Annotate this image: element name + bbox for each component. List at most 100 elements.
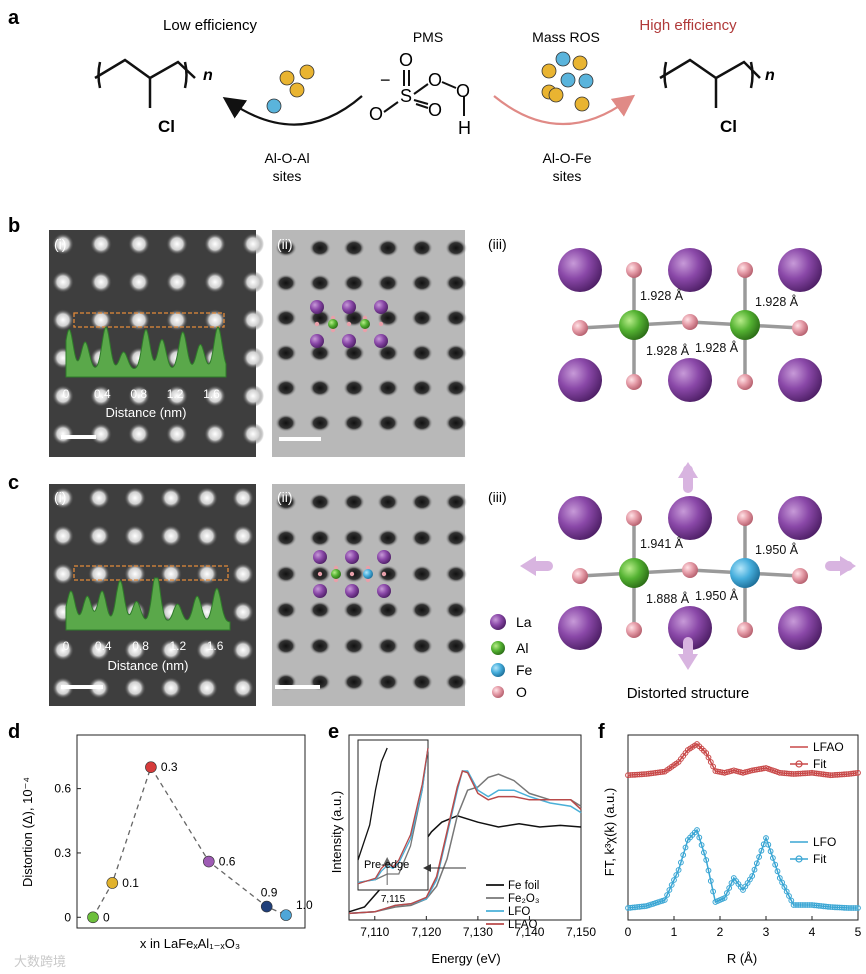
c-sub-i: (i) [54, 489, 66, 505]
ytick-label: 0.6 [54, 782, 71, 796]
fit-point [710, 763, 716, 770]
atom-column [52, 309, 74, 331]
pms-o-left: O [369, 104, 383, 124]
arrow-right [493, 94, 636, 126]
f-ylabel: FT, k³χ(k) (a.u.) [602, 788, 617, 876]
legend-la: La [516, 614, 532, 630]
dark-column [275, 379, 297, 397]
dark-column [445, 529, 467, 547]
dark-column [377, 414, 399, 432]
preedge-label: Pre-edge [364, 859, 409, 871]
atom-column [166, 423, 188, 445]
la-atom [668, 358, 712, 402]
fit-point [728, 880, 735, 886]
high-efficiency-title: High efficiency [639, 17, 737, 34]
pvc-structure-right [659, 58, 761, 108]
pvc-structure-left [94, 58, 196, 108]
atom-column [196, 487, 218, 509]
atom-column [52, 423, 74, 445]
plot-frame-d [76, 734, 306, 929]
panel-b: b (i) (ii) (iii) 0 0.4 0.8 1.2 1.6 Distance (… [8, 215, 822, 457]
dark-column [377, 637, 399, 655]
right-site-line1: Al-O-Fe [543, 150, 592, 166]
fit-point [680, 852, 687, 858]
atom-column [52, 639, 74, 661]
atom-column [52, 271, 74, 293]
fit-point [786, 893, 792, 899]
b-site-atom [331, 569, 341, 579]
atom-column [232, 639, 254, 661]
xtick-label: 3 [763, 925, 770, 939]
atom-column [128, 423, 150, 445]
fit-point [852, 770, 859, 776]
legend-label: LFO [813, 835, 836, 849]
o-atom [626, 622, 642, 638]
legend-f: LFAO Fit LFO Fit [790, 740, 844, 866]
bond-length-label: 1.928 Å [640, 288, 684, 303]
panel-e: e 7,110 7,120 7,130 7,140 7,150 7,115 Pre-ed… [328, 721, 596, 966]
xtick-label: 7,140 [514, 925, 544, 939]
e-xlabel: Energy (eV) [431, 951, 500, 966]
fit-point [705, 867, 712, 874]
fit-point [783, 888, 790, 895]
xtick-label: 5 [855, 925, 862, 939]
dark-column [411, 309, 433, 327]
atom-column [204, 233, 226, 255]
dark-column [309, 379, 331, 397]
la-atom [778, 496, 822, 540]
atom-column [52, 563, 74, 585]
fit-point [701, 849, 707, 856]
fit-point [705, 754, 712, 761]
atom-column [196, 525, 218, 547]
profile-tick: 0 [63, 387, 70, 401]
atom-column [166, 309, 188, 331]
dark-column [343, 529, 365, 547]
left-site-line2: sites [273, 168, 302, 184]
o-atom [737, 262, 753, 278]
atom-column [242, 347, 264, 369]
fit-point [682, 844, 689, 851]
data-point [106, 877, 119, 889]
legend-label: Fe foil [508, 880, 539, 892]
dark-column [445, 309, 467, 327]
dark-column [309, 529, 331, 547]
o-atom [330, 315, 336, 321]
fit-point [703, 750, 710, 756]
dark-column [377, 493, 399, 511]
fit-point [666, 887, 673, 893]
o-atom [365, 577, 371, 583]
distortion-arrowhead [840, 556, 856, 576]
pms-o-mid: O [428, 70, 442, 90]
data-point [145, 761, 157, 773]
legend-o: O [516, 684, 527, 700]
o-atom [314, 321, 320, 327]
dark-column [309, 274, 331, 292]
xtick-label: 7,110 [360, 925, 389, 939]
panel-c-letter: c [8, 472, 19, 494]
left-site-line1: Al-O-Al [264, 150, 309, 166]
fit-point [724, 890, 730, 896]
legend-marker [795, 855, 803, 863]
la-atom [374, 334, 388, 348]
atom-legend: La Al Fe O [490, 614, 533, 700]
o-atom [682, 562, 698, 578]
xtick-label: 2 [717, 925, 724, 939]
dark-column [445, 344, 467, 362]
panel-f: f 0 1 2 3 4 5 FT, k³χ(k) (a.u.) R (Å) LFAO Fit… [598, 721, 862, 966]
atom-column [232, 525, 254, 547]
dark-column [275, 565, 297, 583]
profile-tick: 1.6 [207, 639, 224, 653]
atom-column [160, 487, 182, 509]
o-atom [330, 327, 336, 333]
fit-point [774, 868, 781, 875]
fit-point [751, 866, 758, 873]
chart-d: 0 0.3 0.6 0 0.1 0.3 0.6 0.9 1.0 [54, 760, 313, 924]
la-atom [778, 248, 822, 292]
dark-column [309, 601, 331, 619]
o-atom [682, 314, 698, 330]
inset-line [357, 747, 388, 861]
o-atom [362, 327, 368, 333]
panel-b-letter: b [8, 215, 20, 237]
panel-a-letter: a [8, 7, 20, 29]
scale-bar-c-ii [275, 685, 320, 689]
